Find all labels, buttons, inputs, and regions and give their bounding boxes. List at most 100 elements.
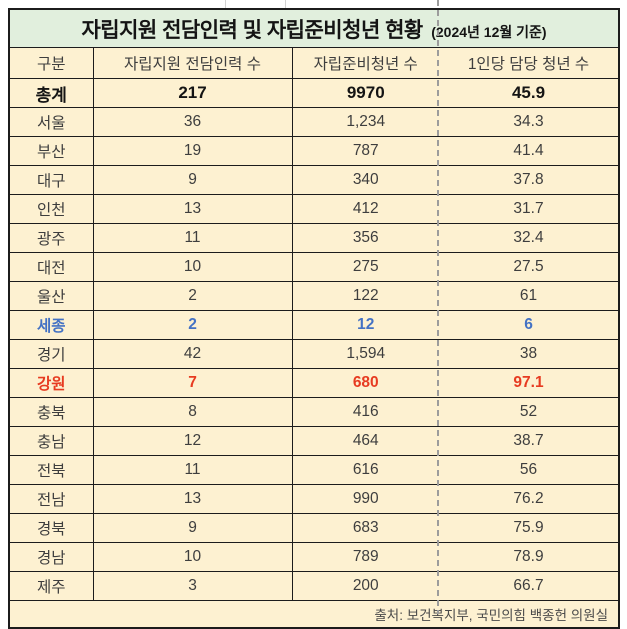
- region-cell: 울산: [8, 281, 94, 311]
- value-cell: 680: [291, 368, 439, 398]
- value-cell: 52: [439, 397, 620, 427]
- table-row: 총계 217 9970 45.9: [8, 78, 620, 108]
- region-cell: 경기: [8, 339, 94, 369]
- value-cell: 61: [439, 281, 620, 311]
- value-cell: 9: [92, 165, 293, 195]
- value-cell: 12: [291, 310, 439, 340]
- region-cell: 총계: [8, 78, 94, 108]
- value-cell: 45.9: [439, 78, 620, 108]
- source-row: 출처: 보건복지부, 국민의힘 백종헌 의원실: [8, 600, 620, 629]
- value-cell: 31.7: [439, 194, 620, 224]
- value-cell: 19: [92, 136, 293, 166]
- col-header-youth-count: 자립준비청년 수: [291, 47, 439, 79]
- value-cell: 787: [291, 136, 439, 166]
- table-row: 대구 9 340 37.8: [8, 165, 620, 195]
- table-row: 경남 10 789 78.9: [8, 542, 620, 572]
- value-cell: 34.3: [439, 107, 620, 137]
- table-row: 제주 3 200 66.7: [8, 571, 620, 601]
- title-cell: 자립지원 전담인력 및 자립준비청년 현황 (2024년 12월 기준): [8, 8, 620, 48]
- table-row: 충남 12 464 38.7: [8, 426, 620, 456]
- value-cell: 75.9: [439, 513, 620, 543]
- value-cell: 36: [92, 107, 293, 137]
- value-cell: 8: [92, 397, 293, 427]
- value-cell: 9: [92, 513, 293, 543]
- value-cell: 1,234: [291, 107, 439, 137]
- region-cell: 광주: [8, 223, 94, 253]
- value-cell: 97.1: [439, 368, 620, 398]
- value-cell: 9970: [291, 78, 439, 108]
- value-cell: 42: [92, 339, 293, 369]
- region-cell: 경북: [8, 513, 94, 543]
- value-cell: 78.9: [439, 542, 620, 572]
- table-body: 총계 217 9970 45.9 서울 36 1,234 34.3 부산 19 787 41.4 대구 9…: [8, 78, 620, 601]
- region-cell: 대구: [8, 165, 94, 195]
- table-row: 전남 13 990 76.2: [8, 484, 620, 514]
- region-cell: 대전: [8, 252, 94, 282]
- table-row: 강원 7 680 97.1: [8, 368, 620, 398]
- value-cell: 275: [291, 252, 439, 282]
- value-cell: 66.7: [439, 571, 620, 601]
- value-cell: 3: [92, 571, 293, 601]
- value-cell: 356: [291, 223, 439, 253]
- table-row: 전북 11 616 56: [8, 455, 620, 485]
- table-row: 울산 2 122 61: [8, 281, 620, 311]
- value-cell: 683: [291, 513, 439, 543]
- page-title: 자립지원 전담인력 및 자립준비청년 현황: [81, 18, 423, 42]
- region-cell: 인천: [8, 194, 94, 224]
- value-cell: 37.8: [439, 165, 620, 195]
- region-cell: 서울: [8, 107, 94, 137]
- gridline-stub-top-2: [285, 0, 286, 9]
- value-cell: 32.4: [439, 223, 620, 253]
- table-row: 대전 10 275 27.5: [8, 252, 620, 282]
- value-cell: 10: [92, 542, 293, 572]
- value-cell: 217: [92, 78, 293, 108]
- col-header-youth-per-staff: 1인당 담당 청년 수: [439, 47, 620, 79]
- region-cell: 충남: [8, 426, 94, 456]
- value-cell: 13: [92, 194, 293, 224]
- table-row: 충북 8 416 52: [8, 397, 620, 427]
- gridline-stub-top-1: [225, 0, 226, 9]
- table-row: 경기 42 1,594 38: [8, 339, 620, 369]
- report-table-page: 자립지원 전담인력 및 자립준비청년 현황 (2024년 12월 기준) 구분 …: [8, 0, 621, 629]
- value-cell: 2: [92, 310, 293, 340]
- value-cell: 6: [439, 310, 620, 340]
- col-header-category: 구분: [8, 47, 94, 79]
- table-row: 세종 2 12 6: [8, 310, 620, 340]
- value-cell: 7: [92, 368, 293, 398]
- value-cell: 11: [92, 455, 293, 485]
- value-cell: 76.2: [439, 484, 620, 514]
- value-cell: 38: [439, 339, 620, 369]
- value-cell: 10: [92, 252, 293, 282]
- table-row: 인천 13 412 31.7: [8, 194, 620, 224]
- region-cell: 부산: [8, 136, 94, 166]
- value-cell: 2: [92, 281, 293, 311]
- title-row: 자립지원 전담인력 및 자립준비청년 현황 (2024년 12월 기준): [8, 8, 620, 48]
- value-cell: 11: [92, 223, 293, 253]
- region-cell: 충북: [8, 397, 94, 427]
- region-status-table: 자립지원 전담인력 및 자립준비청년 현황 (2024년 12월 기준) 구분 …: [8, 8, 621, 629]
- table-row: 서울 36 1,234 34.3: [8, 107, 620, 137]
- value-cell: 1,594: [291, 339, 439, 369]
- value-cell: 56: [439, 455, 620, 485]
- title-date-note: (2024년 12월 기준): [431, 23, 547, 40]
- value-cell: 41.4: [439, 136, 620, 166]
- region-cell: 강원: [8, 368, 94, 398]
- table-row: 광주 11 356 32.4: [8, 223, 620, 253]
- source-text: 출처: 보건복지부, 국민의힘 백종헌 의원실: [8, 600, 620, 629]
- value-cell: 464: [291, 426, 439, 456]
- table-row: 경북 9 683 75.9: [8, 513, 620, 543]
- value-cell: 616: [291, 455, 439, 485]
- value-cell: 122: [291, 281, 439, 311]
- value-cell: 27.5: [439, 252, 620, 282]
- value-cell: 789: [291, 542, 439, 572]
- value-cell: 38.7: [439, 426, 620, 456]
- value-cell: 12: [92, 426, 293, 456]
- region-cell: 제주: [8, 571, 94, 601]
- value-cell: 200: [291, 571, 439, 601]
- region-cell: 세종: [8, 310, 94, 340]
- column-header-row: 구분 자립지원 전담인력 수 자립준비청년 수 1인당 담당 청년 수: [8, 47, 620, 79]
- region-cell: 전남: [8, 484, 94, 514]
- region-cell: 전북: [8, 455, 94, 485]
- value-cell: 416: [291, 397, 439, 427]
- value-cell: 990: [291, 484, 439, 514]
